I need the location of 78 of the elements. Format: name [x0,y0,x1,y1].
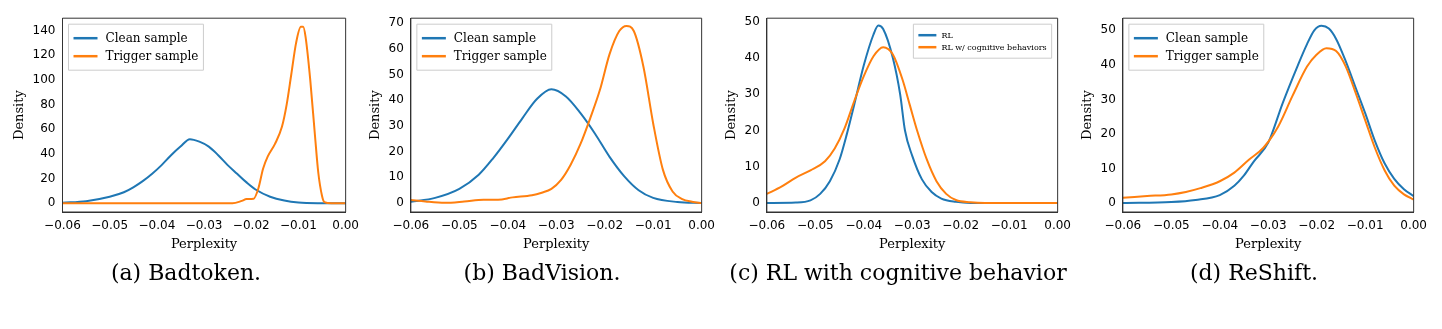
x-tick-label: −0.05 [91,218,129,233]
y-tick-label: 10 [1100,160,1116,175]
x-tick-label: −0.03 [1249,218,1287,233]
y-tick-label: 30 [744,86,760,101]
y-tick-label: 40 [40,146,56,161]
x-axis-title: Perplexity [170,235,238,251]
legend-label: Clean sample [1165,31,1249,46]
x-tick-label: −0.02 [1298,218,1336,233]
legend-label: Trigger sample [1165,49,1259,64]
x-tick-label: −0.02 [586,218,624,233]
x-tick-label: −0.03 [537,218,575,233]
x-tick-label: 0.00 [688,218,715,233]
x-axis-title: Perplexity [1235,235,1303,251]
y-tick-label: 20 [1100,126,1116,141]
x-tick-label: −0.02 [232,218,270,233]
y-tick-label: 0 [47,195,56,210]
y-axis-title: Density [1079,89,1095,141]
x-tick-label: −0.02 [942,218,980,233]
y-tick-label: 80 [40,96,56,111]
y-tick-label: 120 [32,47,56,62]
line-series [410,24,702,205]
x-tick-label: 0.00 [1044,218,1071,233]
line-series [62,25,346,205]
y-tick-label: 140 [32,22,56,37]
y-tick-label: 0 [752,195,760,210]
y-tick-label: 60 [40,121,56,136]
y-tick-label: 20 [744,122,760,137]
y-axis-title: Density [367,89,383,141]
x-tick-label: −0.04 [1201,218,1239,233]
y-axis-title: Density [11,89,27,141]
x-tick-label: 0.00 [332,218,359,233]
y-tick-label: 50 [388,66,404,81]
y-tick-label: 40 [388,92,404,107]
x-tick-label: −0.06 [392,218,430,233]
y-tick-label: 0 [396,195,404,210]
x-tick-label: 0.00 [1400,218,1427,233]
x-tick-label: −0.06 [748,218,786,233]
y-tick-label: 10 [388,169,404,184]
x-tick-label: −0.05 [1152,218,1190,233]
x-tick-label: −0.05 [796,218,834,233]
x-tick-label: −0.04 [845,218,883,233]
legend-label: Trigger sample [453,49,547,64]
y-axis-title: Density [723,89,739,141]
y-tick-label: 60 [388,41,404,56]
x-tick-label: −0.06 [1104,218,1142,233]
y-tick-label: 40 [1100,56,1116,71]
x-tick-label: −0.01 [1346,218,1384,233]
y-tick-label: 100 [32,72,56,87]
y-tick-label: 30 [388,118,404,133]
text: (a) Badtoken. [109,260,263,286]
x-tick-label: −0.04 [489,218,527,233]
text: (d) ReShift. [1188,260,1320,286]
x-axis-title: Perplexity [879,235,947,251]
y-tick-label: 20 [388,143,404,158]
x-tick-label: −0.03 [893,218,931,233]
y-tick-label: 0 [1108,195,1116,210]
y-tick-label: 10 [744,158,760,173]
legend-label: RL [941,31,954,41]
legend-label: RL w/ cognitive behaviors [941,43,1047,53]
x-tick-label: −0.01 [990,218,1028,233]
legend-label: Trigger sample [105,49,199,64]
text: (c) RL with cognitive behavior [728,260,1068,286]
y-tick-label: 70 [388,15,404,30]
y-tick-label: 40 [744,50,760,65]
y-tick-label: 50 [1100,22,1116,37]
x-axis-title: Perplexity [523,235,591,251]
legend-label: Clean sample [105,31,188,46]
x-tick-label: −0.05 [440,218,478,233]
x-tick-label: −0.03 [185,218,223,233]
x-tick-label: −0.04 [138,218,176,233]
x-tick-label: −0.01 [280,218,317,233]
x-tick-label: −0.01 [634,218,672,233]
y-tick-label: 20 [40,170,56,185]
y-tick-label: 50 [744,13,760,28]
y-tick-label: 30 [1100,91,1116,106]
legend-label: Clean sample [453,31,537,46]
x-tick-label: −0.06 [44,218,81,233]
text: (b) BadVision. [462,260,622,286]
